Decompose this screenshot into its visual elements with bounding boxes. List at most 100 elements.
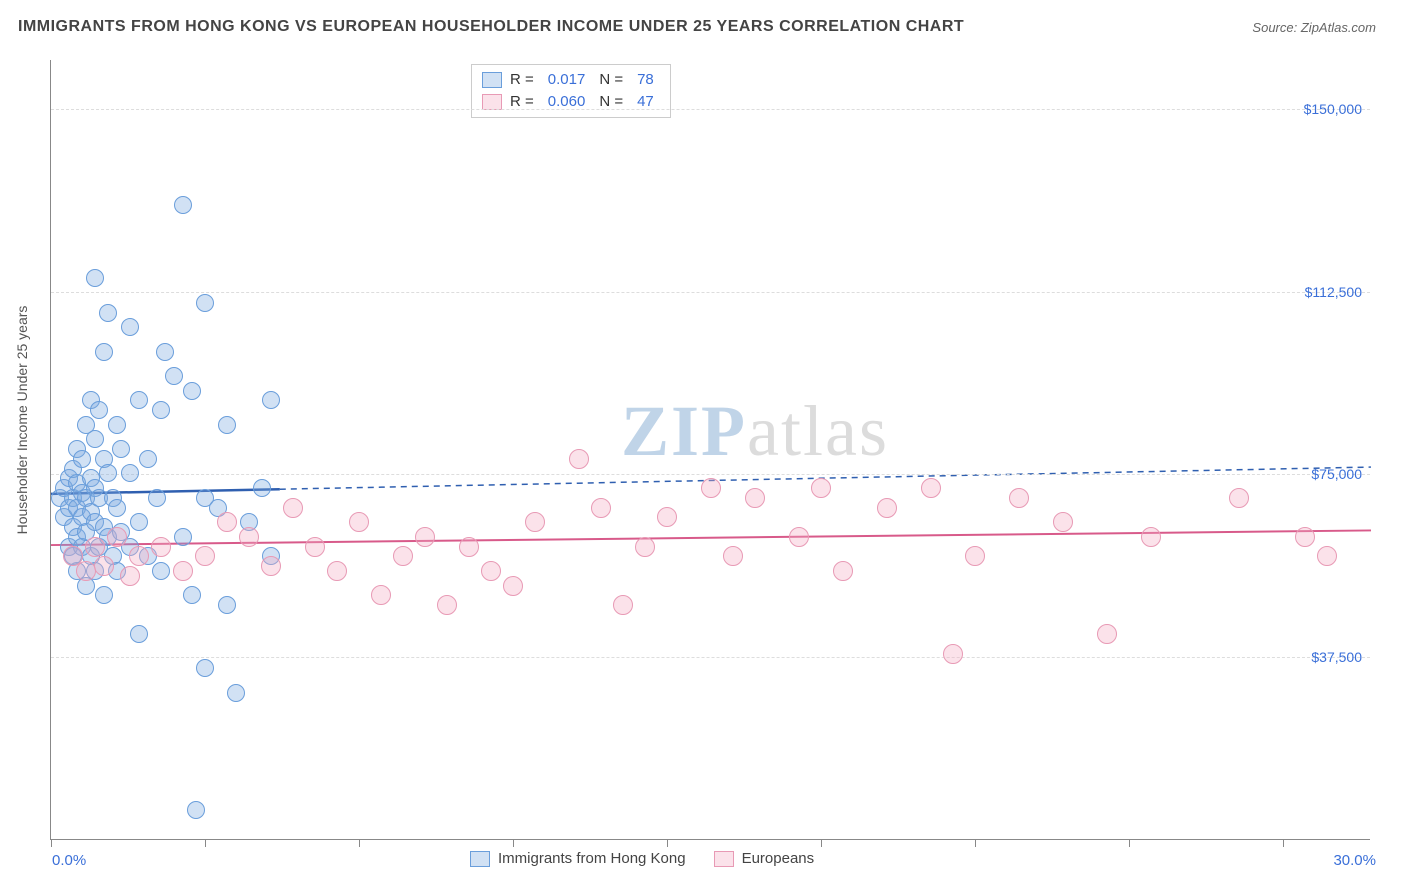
data-point-eu	[195, 546, 215, 566]
data-point-hk	[174, 528, 192, 546]
data-point-eu	[569, 449, 589, 469]
data-point-eu	[173, 561, 193, 581]
watermark-zip: ZIP	[621, 391, 747, 471]
data-point-eu	[85, 537, 105, 557]
data-point-hk	[139, 450, 157, 468]
data-point-eu	[393, 546, 413, 566]
x-tick	[1283, 839, 1284, 847]
data-point-eu	[459, 537, 479, 557]
data-point-hk	[148, 489, 166, 507]
data-point-eu	[503, 576, 523, 596]
data-point-eu	[217, 512, 237, 532]
data-point-hk	[227, 684, 245, 702]
chart-title: IMMIGRANTS FROM HONG KONG VS EUROPEAN HO…	[18, 18, 964, 36]
data-point-hk	[112, 440, 130, 458]
data-point-hk	[156, 343, 174, 361]
data-point-hk	[95, 586, 113, 604]
data-point-eu	[811, 478, 831, 498]
x-tick	[1129, 839, 1130, 847]
data-point-hk	[73, 450, 91, 468]
y-tick-label: $112,500	[1305, 284, 1362, 300]
data-point-eu	[371, 585, 391, 605]
trend-lines-layer	[51, 60, 1370, 839]
data-point-eu	[833, 561, 853, 581]
n-label: N =	[599, 69, 623, 91]
legend-swatch-hk	[470, 851, 490, 867]
data-point-eu	[327, 561, 347, 581]
x-tick	[359, 839, 360, 847]
r-label: R =	[510, 69, 534, 91]
data-point-eu	[120, 566, 140, 586]
x-tick	[975, 839, 976, 847]
data-point-eu	[789, 527, 809, 547]
grid-line	[51, 292, 1370, 293]
data-point-eu	[635, 537, 655, 557]
legend-swatch-hk	[482, 72, 502, 88]
data-point-eu	[1141, 527, 1161, 547]
data-point-hk	[218, 596, 236, 614]
stats-legend-box: R =0.017N =78R =0.060N =47	[471, 64, 671, 118]
data-point-hk	[121, 464, 139, 482]
data-point-eu	[305, 537, 325, 557]
legend-label: Europeans	[742, 850, 815, 867]
data-point-eu	[525, 512, 545, 532]
data-point-hk	[108, 499, 126, 517]
watermark: ZIPatlas	[621, 390, 889, 473]
data-point-eu	[1097, 624, 1117, 644]
data-point-eu	[261, 556, 281, 576]
source-attribution: Source: ZipAtlas.com	[1252, 20, 1376, 35]
y-tick-label: $150,000	[1304, 101, 1362, 117]
legend-item-eu: Europeans	[714, 850, 815, 867]
data-point-eu	[1295, 527, 1315, 547]
data-point-eu	[1229, 488, 1249, 508]
data-point-hk	[130, 391, 148, 409]
legend-swatch-eu	[482, 94, 502, 110]
x-tick	[51, 839, 52, 847]
data-point-eu	[591, 498, 611, 518]
source-label: Source:	[1252, 20, 1297, 35]
data-point-eu	[94, 556, 114, 576]
data-point-hk	[183, 586, 201, 604]
data-point-eu	[481, 561, 501, 581]
series-legend: Immigrants from Hong Kong Europeans	[470, 850, 814, 867]
y-tick-label: $75,000	[1311, 466, 1362, 482]
data-point-hk	[196, 294, 214, 312]
data-point-hk	[121, 318, 139, 336]
data-point-eu	[349, 512, 369, 532]
legend-swatch-eu	[714, 851, 734, 867]
plot-area: ZIPatlas R =0.017N =78R =0.060N =47 $37,…	[50, 60, 1370, 840]
data-point-hk	[99, 464, 117, 482]
data-point-eu	[151, 537, 171, 557]
grid-line	[51, 109, 1370, 110]
data-point-eu	[1053, 512, 1073, 532]
x-tick	[513, 839, 514, 847]
data-point-eu	[877, 498, 897, 518]
data-point-hk	[187, 801, 205, 819]
data-point-hk	[108, 416, 126, 434]
data-point-hk	[86, 269, 104, 287]
data-point-eu	[943, 644, 963, 664]
data-point-eu	[701, 478, 721, 498]
data-point-hk	[90, 401, 108, 419]
data-point-eu	[107, 527, 127, 547]
data-point-hk	[196, 659, 214, 677]
data-point-eu	[921, 478, 941, 498]
data-point-hk	[262, 391, 280, 409]
data-point-hk	[174, 196, 192, 214]
stats-legend-row-hk: R =0.017N =78	[482, 69, 660, 91]
data-point-hk	[130, 625, 148, 643]
data-point-eu	[613, 595, 633, 615]
x-tick	[667, 839, 668, 847]
grid-line	[51, 657, 1370, 658]
n-value: 78	[637, 69, 654, 91]
watermark-atlas: atlas	[747, 391, 889, 471]
data-point-eu	[745, 488, 765, 508]
data-point-eu	[437, 595, 457, 615]
legend-item-hk: Immigrants from Hong Kong	[470, 850, 686, 867]
source-value: ZipAtlas.com	[1301, 20, 1376, 35]
data-point-hk	[99, 304, 117, 322]
data-point-hk	[152, 562, 170, 580]
data-point-hk	[253, 479, 271, 497]
data-point-hk	[218, 416, 236, 434]
y-tick-label: $37,500	[1311, 649, 1362, 665]
